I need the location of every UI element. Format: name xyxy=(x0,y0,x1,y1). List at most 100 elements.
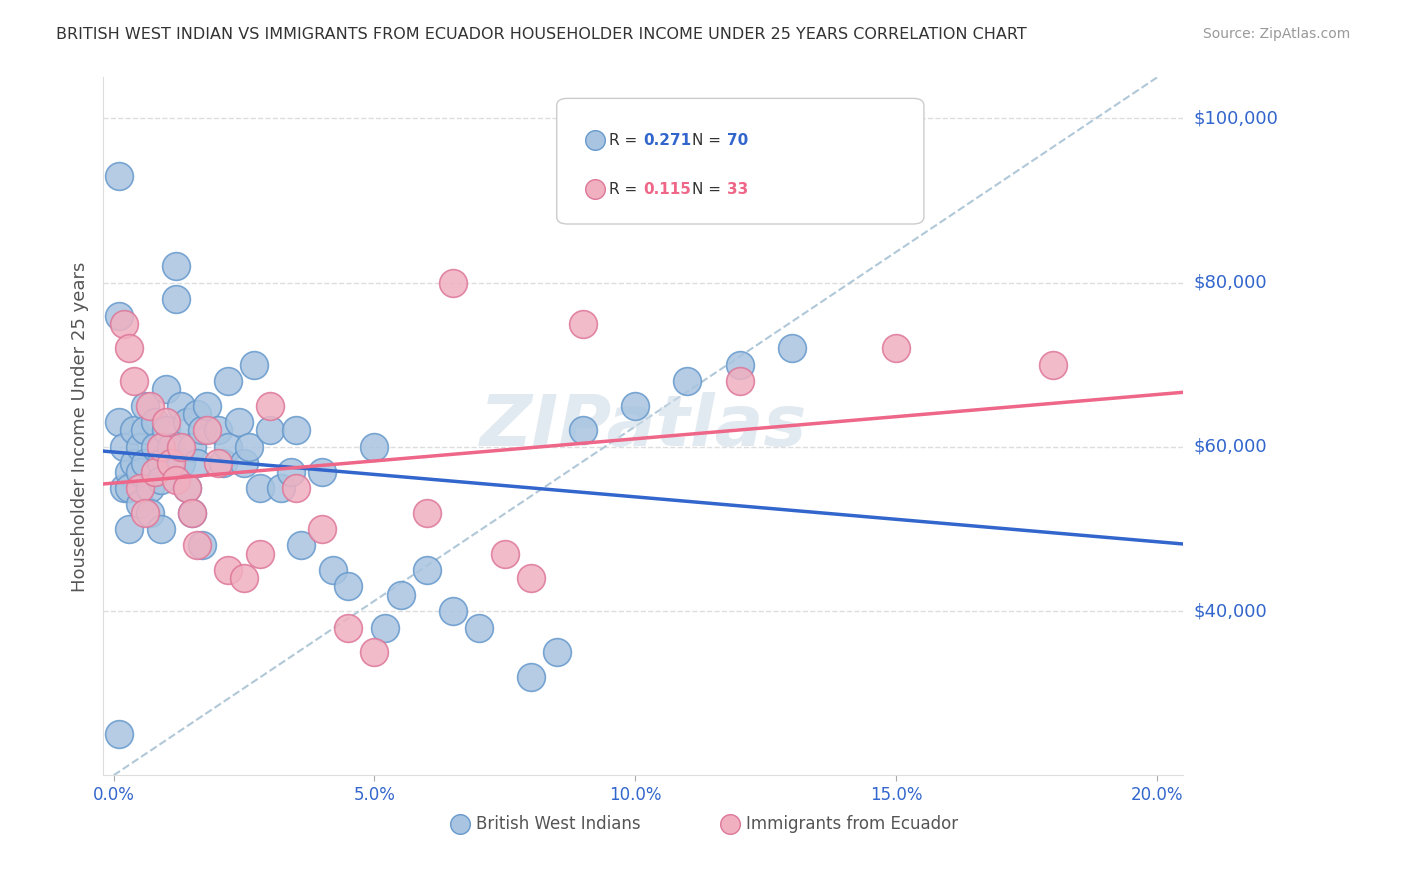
Point xyxy=(322,563,344,577)
Point xyxy=(233,571,256,585)
Point xyxy=(128,440,150,454)
Point xyxy=(176,481,198,495)
Point xyxy=(728,374,751,388)
Point xyxy=(143,465,166,479)
Point xyxy=(186,456,208,470)
Point xyxy=(259,399,281,413)
Point xyxy=(186,538,208,552)
Text: $60,000: $60,000 xyxy=(1194,438,1267,456)
Point xyxy=(155,415,177,429)
Text: N =: N = xyxy=(692,182,725,196)
Point xyxy=(149,456,172,470)
Text: 0.271: 0.271 xyxy=(643,133,692,148)
Point xyxy=(285,481,308,495)
Point xyxy=(572,424,595,438)
Point xyxy=(170,440,193,454)
Point xyxy=(520,571,543,585)
Point xyxy=(212,456,235,470)
Text: N =: N = xyxy=(692,133,725,148)
Text: $40,000: $40,000 xyxy=(1194,602,1267,620)
Point xyxy=(139,481,162,495)
Point xyxy=(107,309,129,323)
Point xyxy=(780,342,803,356)
Point xyxy=(143,440,166,454)
Point xyxy=(112,440,135,454)
Point xyxy=(285,424,308,438)
Point xyxy=(112,317,135,331)
Point xyxy=(165,473,187,487)
Point xyxy=(124,424,146,438)
Text: BRITISH WEST INDIAN VS IMMIGRANTS FROM ECUADOR HOUSEHOLDER INCOME UNDER 25 YEARS: BRITISH WEST INDIAN VS IMMIGRANTS FROM E… xyxy=(56,27,1026,42)
Point xyxy=(139,399,162,413)
Point xyxy=(249,547,271,561)
Point xyxy=(118,481,141,495)
Point xyxy=(170,399,193,413)
Point xyxy=(290,538,312,552)
Text: British West Indians: British West Indians xyxy=(475,815,640,833)
Point xyxy=(884,342,907,356)
Point xyxy=(311,522,333,536)
Point xyxy=(180,506,202,520)
Point xyxy=(165,292,187,306)
Point xyxy=(134,456,156,470)
Point xyxy=(728,358,751,372)
FancyBboxPatch shape xyxy=(557,98,924,224)
Point xyxy=(217,563,239,577)
Point xyxy=(207,456,229,470)
Point xyxy=(270,481,292,495)
Text: Source: ZipAtlas.com: Source: ZipAtlas.com xyxy=(1202,27,1350,41)
Point xyxy=(415,563,437,577)
Point xyxy=(149,522,172,536)
Point xyxy=(118,522,141,536)
Point xyxy=(280,465,302,479)
Point xyxy=(191,424,214,438)
Point xyxy=(165,260,187,274)
Point xyxy=(124,456,146,470)
Point xyxy=(337,621,360,635)
Text: 0.115: 0.115 xyxy=(643,182,690,196)
Point xyxy=(1042,358,1064,372)
Text: R =: R = xyxy=(609,133,641,148)
Text: $80,000: $80,000 xyxy=(1194,274,1267,292)
Point xyxy=(197,399,219,413)
Point xyxy=(139,506,162,520)
Point xyxy=(337,579,360,593)
Point xyxy=(134,506,156,520)
Point xyxy=(197,424,219,438)
Point xyxy=(134,424,156,438)
Point xyxy=(374,621,396,635)
Point xyxy=(170,456,193,470)
Point xyxy=(572,317,595,331)
Point xyxy=(468,621,491,635)
Text: $100,000: $100,000 xyxy=(1194,110,1278,128)
Text: Immigrants from Ecuador: Immigrants from Ecuador xyxy=(745,815,957,833)
Point xyxy=(624,399,647,413)
Point xyxy=(118,465,141,479)
Point xyxy=(149,473,172,487)
Point xyxy=(238,440,260,454)
Point xyxy=(160,440,183,454)
Point xyxy=(149,440,172,454)
Point xyxy=(128,465,150,479)
Point xyxy=(134,399,156,413)
Point xyxy=(186,407,208,421)
Point xyxy=(228,415,250,429)
Point xyxy=(363,440,385,454)
Point xyxy=(546,645,568,659)
Text: R =: R = xyxy=(609,182,641,196)
Point xyxy=(176,415,198,429)
Point xyxy=(143,415,166,429)
Text: 33: 33 xyxy=(727,182,748,196)
Point xyxy=(155,383,177,397)
Point xyxy=(217,440,239,454)
Point xyxy=(191,538,214,552)
Point xyxy=(207,424,229,438)
Point xyxy=(249,481,271,495)
Point xyxy=(107,415,129,429)
Text: 70: 70 xyxy=(727,133,748,148)
Point xyxy=(363,645,385,659)
Point xyxy=(441,276,464,290)
Point xyxy=(520,670,543,684)
Point xyxy=(217,374,239,388)
Point xyxy=(155,424,177,438)
